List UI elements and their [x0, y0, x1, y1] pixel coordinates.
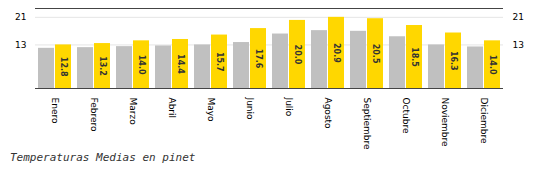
svg-text:20.9: 20.9: [332, 43, 341, 63]
svg-text:20.0: 20.0: [293, 45, 302, 65]
svg-text:Julio: Julio: [284, 97, 294, 117]
svg-text:12.8: 12.8: [59, 57, 68, 77]
svg-text:Junio: Junio: [245, 97, 255, 121]
svg-text:21: 21: [513, 12, 524, 22]
svg-text:Enero: Enero: [50, 98, 60, 124]
html-text:Temperaturas Medias en pinet: Temperaturas Medias en pinet: [10, 151, 196, 164]
svg-text:17.6: 17.6: [254, 49, 263, 69]
svg-text:15.7: 15.7: [215, 52, 224, 72]
svg-text:16.3: 16.3: [449, 51, 458, 71]
svg-text:13.2: 13.2: [98, 56, 107, 76]
svg-text:13: 13: [513, 40, 524, 50]
svg-text:Septiembre: Septiembre: [362, 98, 372, 151]
svg-text:Abril: Abril: [167, 98, 177, 119]
svg-text:20.5: 20.5: [371, 44, 380, 64]
svg-text:14.4: 14.4: [176, 54, 185, 74]
svg-text:Diciembre: Diciembre: [479, 98, 489, 144]
svg-text:Marzo: Marzo: [128, 98, 138, 126]
svg-text:Febrero: Febrero: [89, 98, 99, 132]
svg-text:Mayo: Mayo: [206, 98, 216, 123]
svg-text:Agosto: Agosto: [323, 98, 333, 130]
svg-text:Noviembre: Noviembre: [440, 98, 450, 148]
svg-text:Octubre: Octubre: [401, 98, 411, 134]
svg-text:13: 13: [15, 40, 26, 50]
svg-text:14.0: 14.0: [488, 55, 497, 75]
svg-text:18.5: 18.5: [410, 47, 419, 67]
svg-text:21: 21: [15, 12, 26, 22]
svg-text:14.0: 14.0: [137, 55, 146, 75]
